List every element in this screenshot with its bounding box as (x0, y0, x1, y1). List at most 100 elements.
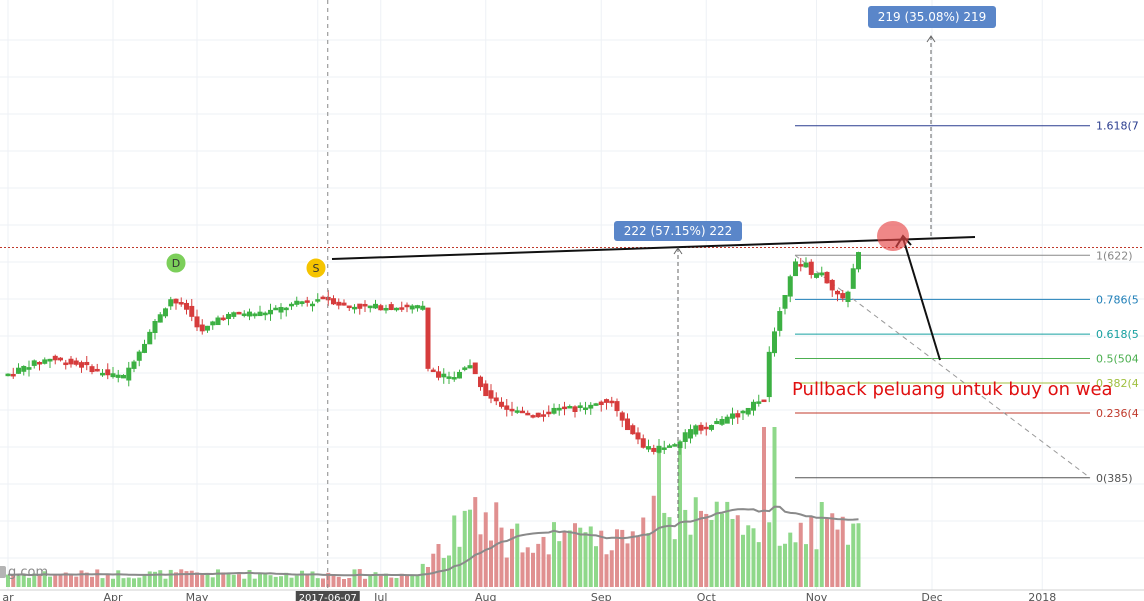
candle-body (415, 305, 420, 309)
volume-bar (699, 510, 703, 587)
x-tick-label: Dec (921, 591, 942, 601)
candle-body (16, 367, 21, 374)
volume-bar (347, 578, 352, 587)
volume-bar (452, 515, 457, 587)
volume-bar (520, 552, 525, 587)
candle-body (793, 261, 798, 277)
volume-bar (725, 501, 730, 587)
volume-bar (189, 570, 194, 587)
candle-body (304, 300, 310, 303)
volume-bar (672, 539, 677, 587)
candle-body (661, 447, 667, 450)
candle-body (189, 305, 195, 317)
volume-bar (53, 574, 58, 587)
volume-bar (226, 573, 231, 587)
volume-bar (399, 573, 404, 587)
volume-bar (310, 571, 315, 587)
volume-bar (604, 554, 609, 587)
volume-bar (662, 512, 667, 587)
candle-body (94, 368, 100, 372)
volume-bar (620, 529, 625, 587)
candle-body (740, 410, 746, 414)
volume-bar (389, 577, 394, 587)
candle-body (131, 361, 137, 369)
volume-bar (478, 534, 483, 587)
candle-body (299, 301, 305, 305)
volume-bar (756, 542, 761, 587)
candle-body (462, 367, 468, 370)
volume-bar (804, 544, 808, 587)
volume-bar (184, 571, 189, 587)
volume-bar (252, 578, 257, 587)
volume-bar (368, 575, 373, 587)
volume-bar (6, 574, 10, 587)
candle-body (588, 404, 594, 409)
volume-bar (273, 576, 278, 587)
x-tick-label: Nov (806, 591, 828, 601)
candle-body (756, 401, 762, 404)
candle-body (577, 405, 583, 408)
volume-bar (289, 577, 294, 587)
volume-bar (258, 573, 262, 587)
volume-bar (688, 534, 693, 587)
candle-body (283, 307, 289, 311)
volume-bar (546, 554, 551, 587)
volume-bar (32, 573, 37, 587)
volume-bar (835, 529, 840, 587)
volume-bar (179, 569, 184, 587)
candle-body (89, 366, 95, 373)
volume-bar (63, 572, 68, 587)
candle-body (436, 371, 441, 378)
candle-body (630, 425, 636, 435)
volume-bar (84, 572, 89, 587)
candle-body (640, 438, 646, 448)
candle-body (572, 406, 578, 412)
volume-bar (531, 552, 535, 587)
fib-level-label: 0(385) (1096, 472, 1133, 485)
candle-body (352, 306, 357, 310)
candle-body (814, 273, 819, 278)
volume-bar (263, 574, 268, 587)
candle-body (168, 299, 174, 307)
candlestick-series (5, 251, 861, 455)
candle-body (609, 400, 615, 404)
volume-bar (42, 571, 47, 587)
volume-bar (793, 542, 798, 587)
candle-body (142, 343, 147, 353)
candle-body (525, 412, 531, 416)
x-tick-label: 2017-06-07 (299, 593, 357, 601)
volume-bar (95, 569, 100, 587)
volume-bar (562, 531, 567, 587)
candle-body (472, 362, 478, 375)
candle-body (777, 311, 783, 331)
candle-body (152, 321, 158, 334)
volume-bar (158, 570, 163, 587)
candle-body (147, 331, 153, 345)
measure-arrowhead (926, 35, 936, 43)
volume-bar (783, 543, 787, 587)
volume-bar (300, 570, 304, 587)
volume-bar (373, 572, 378, 587)
candle-body (499, 401, 504, 407)
volume-bar (720, 513, 724, 587)
volume-bar (583, 532, 588, 587)
volume-bar (578, 527, 583, 587)
candle-body (173, 298, 179, 304)
candle-body (378, 305, 384, 311)
volume-bar (588, 526, 593, 587)
fibonacci-retracement[interactable]: 1.618(7 1(622) 0.786(5 0.618(5 0.5(504 0.382(… (794, 120, 1139, 485)
candle-body (100, 372, 105, 376)
volume-bar (814, 549, 819, 587)
highlight-circle (877, 221, 909, 251)
candle-body (357, 303, 363, 309)
candle-body (667, 445, 672, 448)
volume-bar (431, 553, 436, 587)
candle-body (42, 359, 48, 364)
candle-body (420, 305, 426, 310)
candle-body (336, 301, 342, 306)
candle-body (47, 358, 53, 362)
candle-body (530, 415, 536, 418)
